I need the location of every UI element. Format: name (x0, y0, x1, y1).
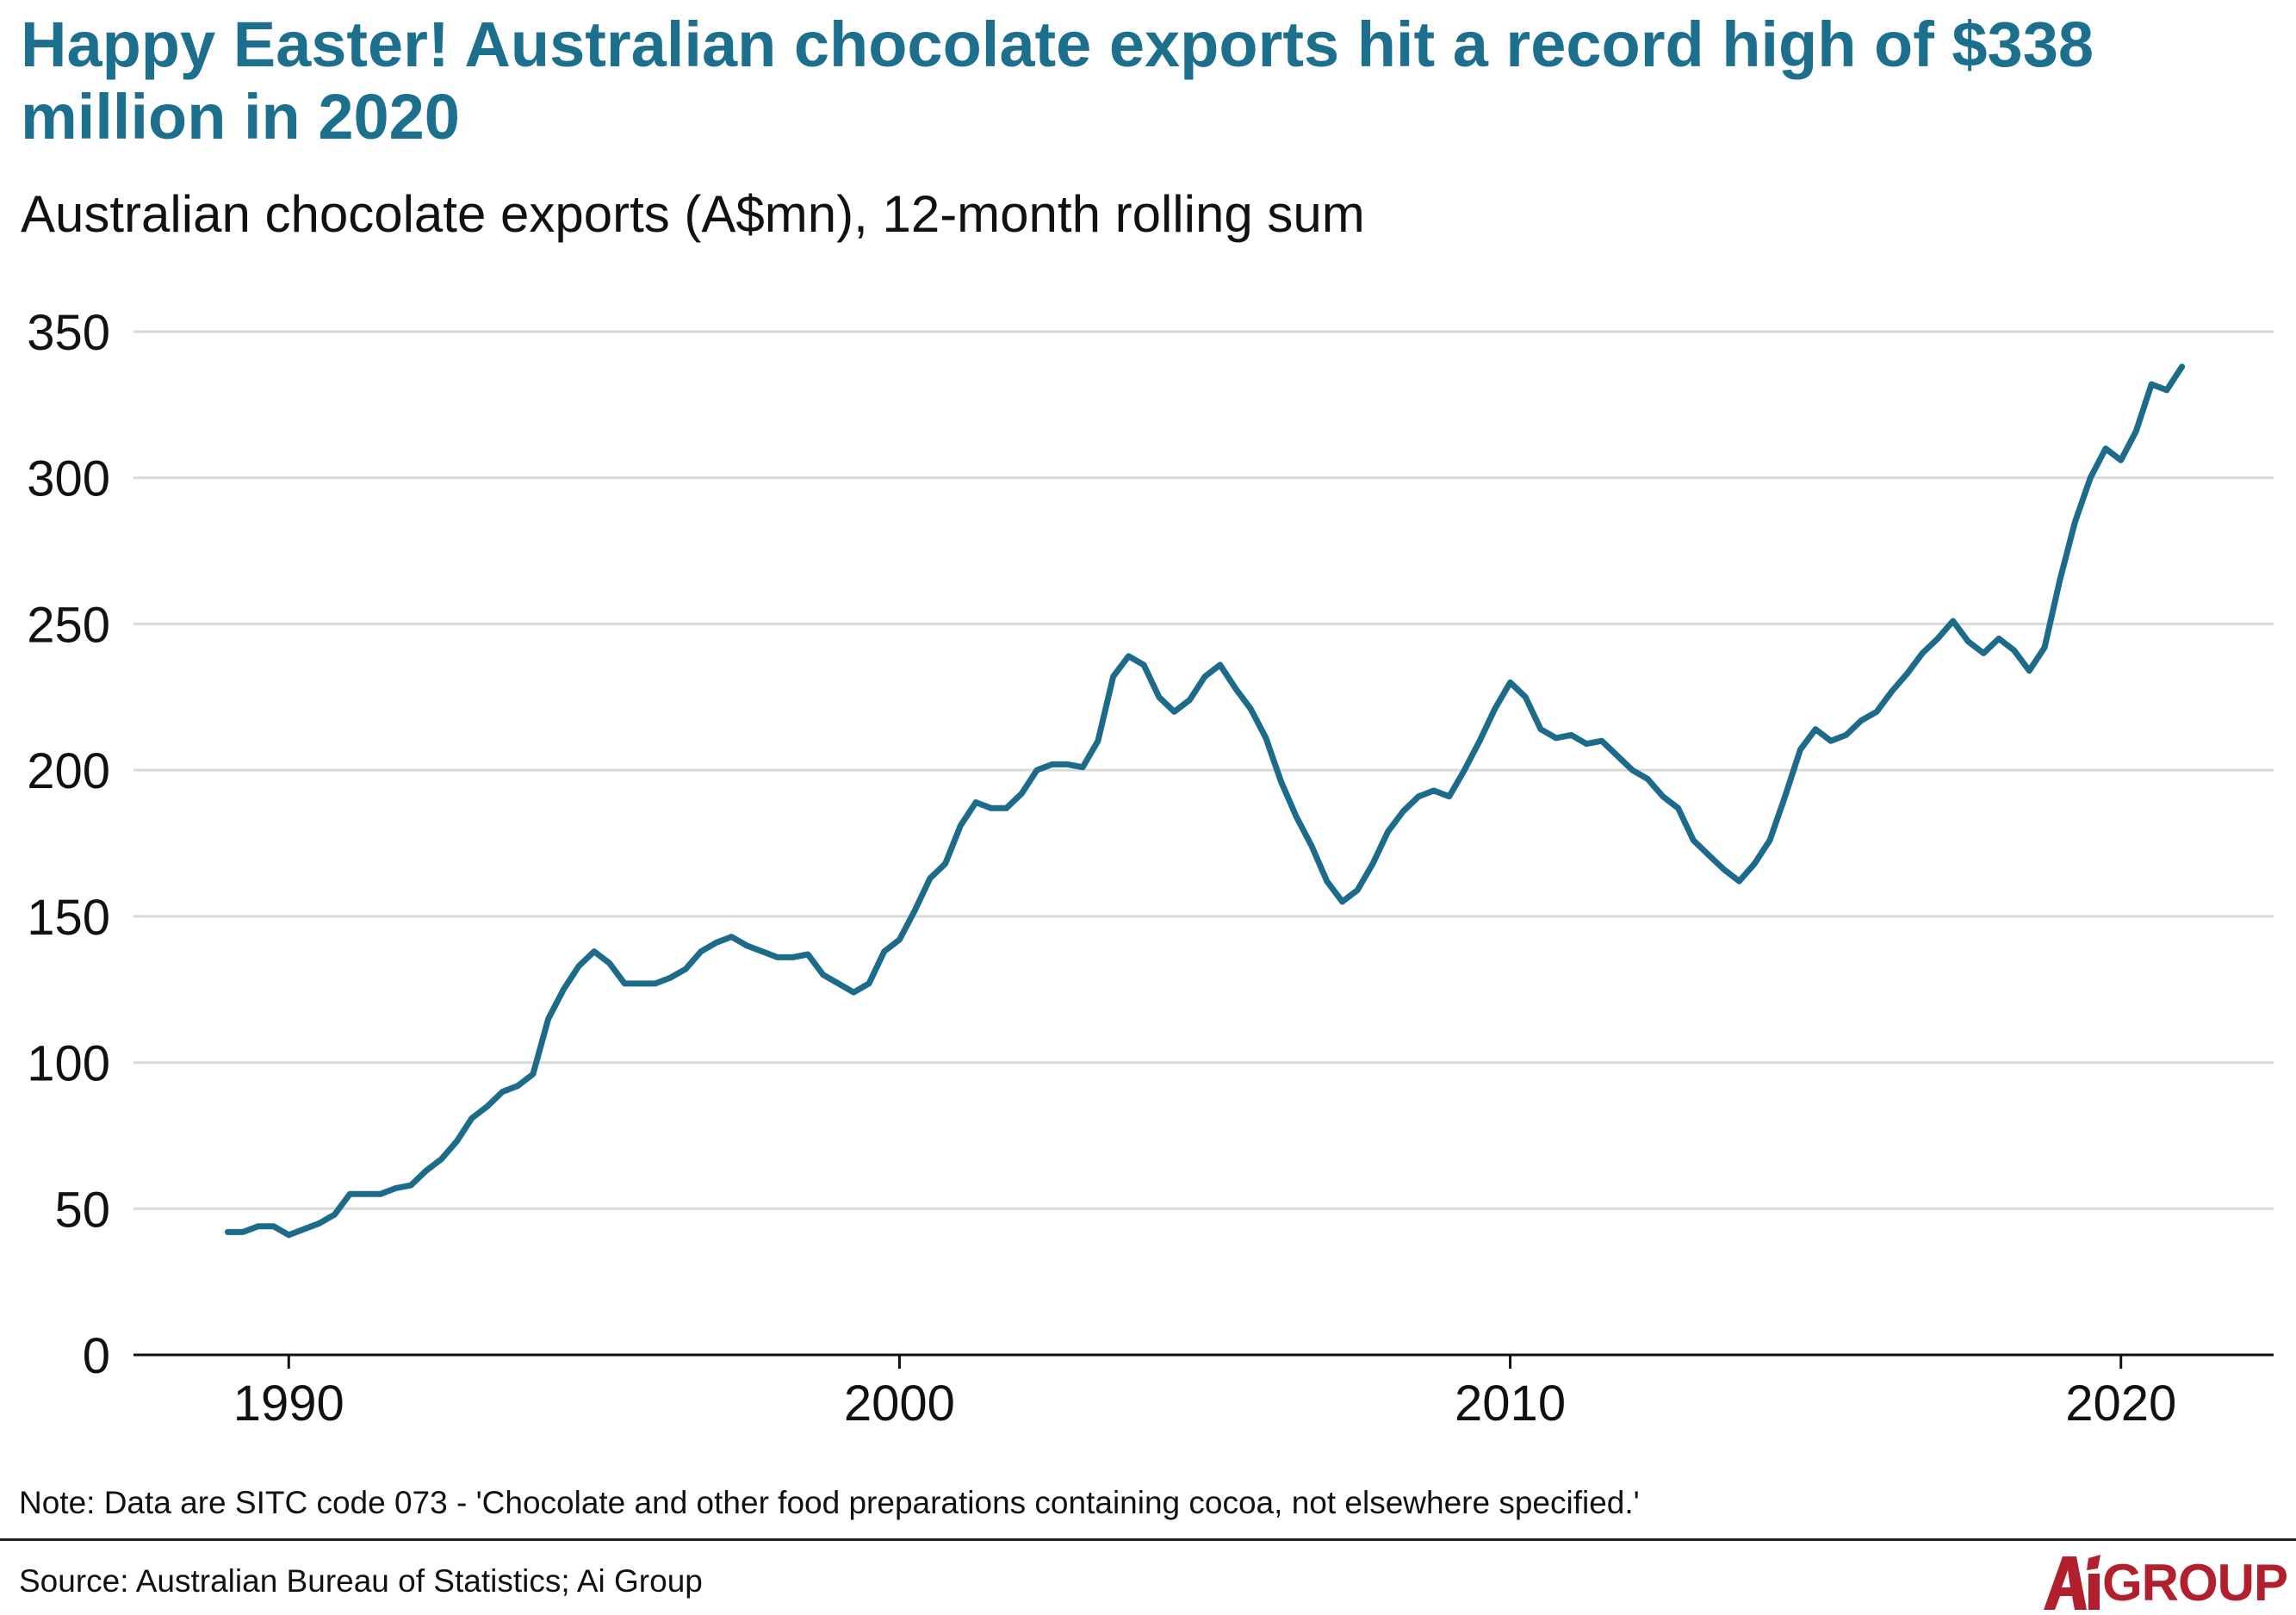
series-line (224, 363, 2186, 1239)
x-tick-label: 2010 (1455, 1376, 1566, 1432)
y-tick-label: 300 (27, 451, 110, 507)
y-tick-label: 50 (54, 1182, 110, 1238)
ai-group-logo: GROUP (2043, 1548, 2288, 1612)
logo-text: GROUP (2101, 1554, 2288, 1612)
gridlines (133, 330, 2274, 1210)
x-tick-label: 2020 (2065, 1376, 2176, 1432)
chart-subtitle: Australian chocolate exports (A$mn), 12-… (21, 185, 1365, 243)
ai-logo-mark-icon (2043, 1555, 2101, 1610)
x-tick-label: 2000 (844, 1376, 955, 1432)
series-layer (224, 363, 2186, 1239)
y-tick-label: 100 (27, 1036, 110, 1092)
y-tick-label: 0 (83, 1328, 110, 1384)
x-tick-label: 1990 (233, 1376, 344, 1432)
chart-source: Source: Australian Bureau of Statistics;… (19, 1563, 703, 1599)
y-tick-label: 200 (27, 743, 110, 799)
y-tick-label: 250 (27, 597, 110, 653)
line-chart: 0 50 100 150 200 250 300 350 1990 2000 2010 2020 (27, 305, 2274, 1432)
footer-divider (0, 1538, 2296, 1541)
chart-title: Happy Easter! Australian chocolate expor… (21, 9, 2094, 152)
y-tick-label: 150 (27, 890, 110, 946)
chart-note: Note: Data are SITC code 073 - 'Chocolat… (19, 1485, 1640, 1520)
y-axis-tick-labels: 0 50 100 150 200 250 300 350 (27, 305, 110, 1384)
y-tick-label: 350 (27, 305, 110, 361)
x-axis-tick-labels: 1990 2000 2010 2020 (233, 1355, 2176, 1432)
